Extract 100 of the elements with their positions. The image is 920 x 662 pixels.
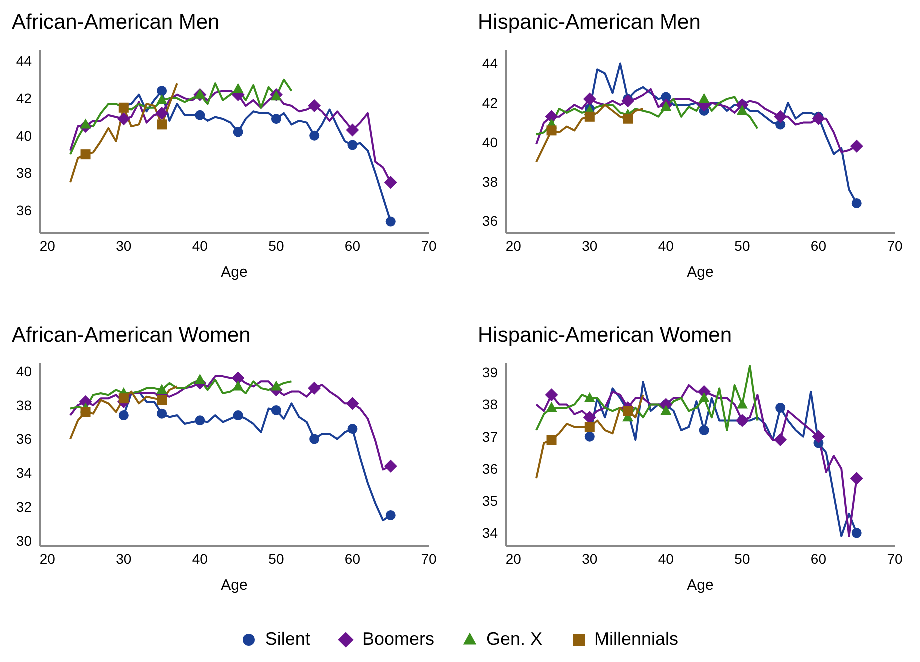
y-tick-label: 42 — [16, 90, 32, 107]
y-tick-label: 30 — [16, 532, 32, 549]
point — [660, 101, 672, 112]
x-tick-label: 60 — [344, 238, 361, 254]
point — [348, 424, 358, 434]
y-tick-label: 34 — [16, 465, 32, 482]
point — [584, 392, 596, 402]
point — [80, 407, 91, 418]
point — [157, 120, 168, 130]
point — [584, 432, 595, 442]
x-tick-label: 30 — [116, 238, 132, 254]
point — [157, 408, 168, 419]
x-tick-label: 20 — [40, 550, 56, 567]
y-tick-label: 38 — [16, 397, 32, 414]
chart-title: Hispanic-American Men — [477, 10, 702, 36]
point — [545, 110, 558, 124]
chart-title: African-American Women — [11, 323, 252, 349]
y-tick-label: 38 — [16, 165, 32, 182]
x-tick-label: 70 — [421, 238, 437, 254]
point — [584, 112, 595, 122]
x-tick-label: 70 — [421, 550, 437, 567]
y-tick-label: 42 — [482, 95, 498, 112]
y-tick-label: 35 — [482, 493, 498, 510]
point — [623, 114, 634, 124]
chart-title: Hispanic-American Women — [477, 323, 734, 349]
legend-label: Boomers — [362, 629, 434, 650]
y-tick-label: 40 — [16, 363, 32, 380]
x-tick-label: 70 — [887, 550, 903, 567]
point — [310, 130, 320, 141]
point — [660, 405, 672, 416]
point — [156, 106, 169, 120]
y-tick-label: 36 — [482, 213, 498, 230]
y-tick-label: 40 — [482, 134, 498, 150]
x-tick-label: 30 — [116, 550, 132, 567]
point — [118, 394, 129, 404]
point — [194, 374, 206, 384]
point — [271, 114, 282, 124]
point — [774, 110, 788, 124]
line-series — [536, 394, 644, 480]
point — [232, 372, 245, 385]
point — [850, 140, 864, 153]
x-tick-label: 20 — [506, 238, 522, 254]
x-tick-label: 50 — [734, 238, 750, 254]
point — [117, 112, 130, 126]
y-tick-label: 36 — [482, 460, 498, 477]
x-tick-label: 50 — [268, 550, 284, 567]
point — [850, 472, 864, 486]
point — [776, 402, 786, 413]
y-tick-label: 39 — [482, 364, 498, 381]
point — [852, 198, 862, 208]
point — [546, 402, 558, 412]
x-tick-label: 40 — [658, 238, 674, 254]
x-tick-label: 20 — [40, 238, 56, 254]
y-tick-label: 37 — [482, 428, 498, 445]
point — [270, 90, 282, 101]
x-tick-label: 60 — [344, 550, 361, 567]
point — [346, 124, 360, 137]
x-axis-title: Age — [687, 577, 714, 594]
point — [699, 425, 710, 436]
x-tick-label: 50 — [734, 550, 750, 567]
point — [270, 380, 282, 391]
x-tick-label: 50 — [268, 238, 284, 254]
point — [736, 105, 748, 115]
point — [584, 422, 595, 432]
line-series — [70, 82, 178, 184]
y-tick-label: 44 — [16, 53, 32, 70]
y-tick-label: 38 — [482, 396, 498, 413]
y-tick-label: 38 — [482, 174, 498, 190]
x-tick-label: 20 — [506, 550, 522, 567]
x-tick-label: 30 — [582, 550, 598, 567]
x-tick-label: 40 — [192, 238, 208, 254]
x-tick-label: 30 — [582, 238, 598, 254]
point — [812, 430, 826, 444]
point — [233, 127, 244, 138]
point — [384, 176, 398, 190]
point — [157, 395, 168, 406]
point — [384, 460, 398, 473]
x-tick-label: 60 — [810, 550, 827, 567]
point — [233, 410, 244, 421]
point — [622, 94, 635, 108]
y-tick-label: 36 — [16, 202, 32, 219]
point — [232, 83, 244, 94]
x-tick-label: 60 — [810, 238, 827, 254]
x-axis-title: Age — [687, 264, 714, 281]
point — [308, 100, 322, 113]
line-series — [70, 78, 293, 156]
point — [545, 388, 558, 402]
point — [118, 410, 129, 421]
y-tick-label: 36 — [16, 431, 32, 448]
point — [194, 88, 206, 99]
line-series — [536, 104, 644, 164]
point — [348, 140, 358, 150]
point — [774, 434, 788, 447]
line-series — [536, 365, 759, 432]
point — [698, 93, 710, 104]
point — [698, 392, 710, 402]
point — [308, 382, 322, 395]
x-tick-label: 40 — [192, 550, 208, 567]
point — [852, 528, 862, 538]
point — [271, 405, 282, 416]
